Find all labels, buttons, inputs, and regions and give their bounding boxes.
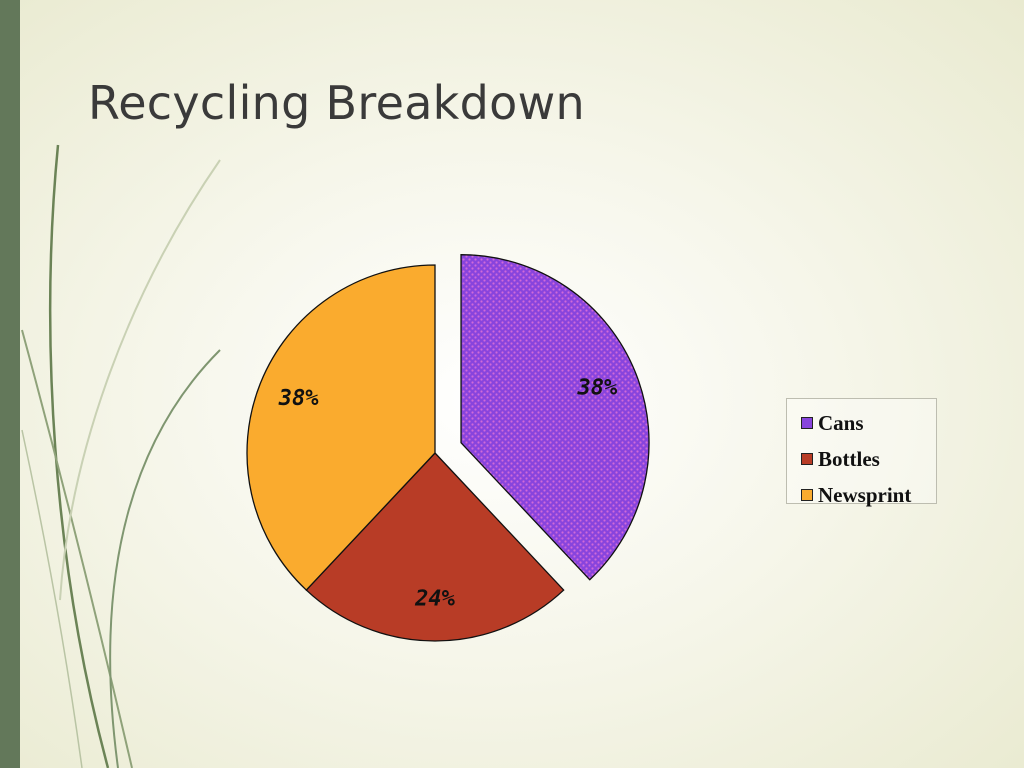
- pie-slice-newsprint: [246, 264, 436, 591]
- page-title: Recycling Breakdown: [88, 76, 585, 130]
- legend-label: Newsprint: [818, 482, 912, 507]
- slide-accent-bar: [0, 0, 20, 768]
- legend-item-cans: Cans: [787, 405, 936, 441]
- data-label-bottles: 24%: [414, 587, 455, 612]
- chart-legend: Cans Bottles Newsprint: [786, 398, 937, 507]
- pie-slice-cans: [460, 254, 650, 581]
- data-label-cans: 38%: [577, 376, 618, 401]
- data-label-newsprint: 38%: [278, 386, 319, 411]
- pie-slice-bottles: [305, 452, 565, 642]
- legend-item-newsprint: Newsprint: [787, 477, 936, 513]
- legend-label: Bottles: [818, 446, 880, 471]
- legend-label: Cans: [818, 410, 864, 435]
- legend-swatch: [801, 453, 813, 465]
- legend-swatch: [801, 417, 813, 429]
- legend-item-bottles: Bottles: [787, 441, 936, 477]
- legend-swatch: [801, 489, 813, 501]
